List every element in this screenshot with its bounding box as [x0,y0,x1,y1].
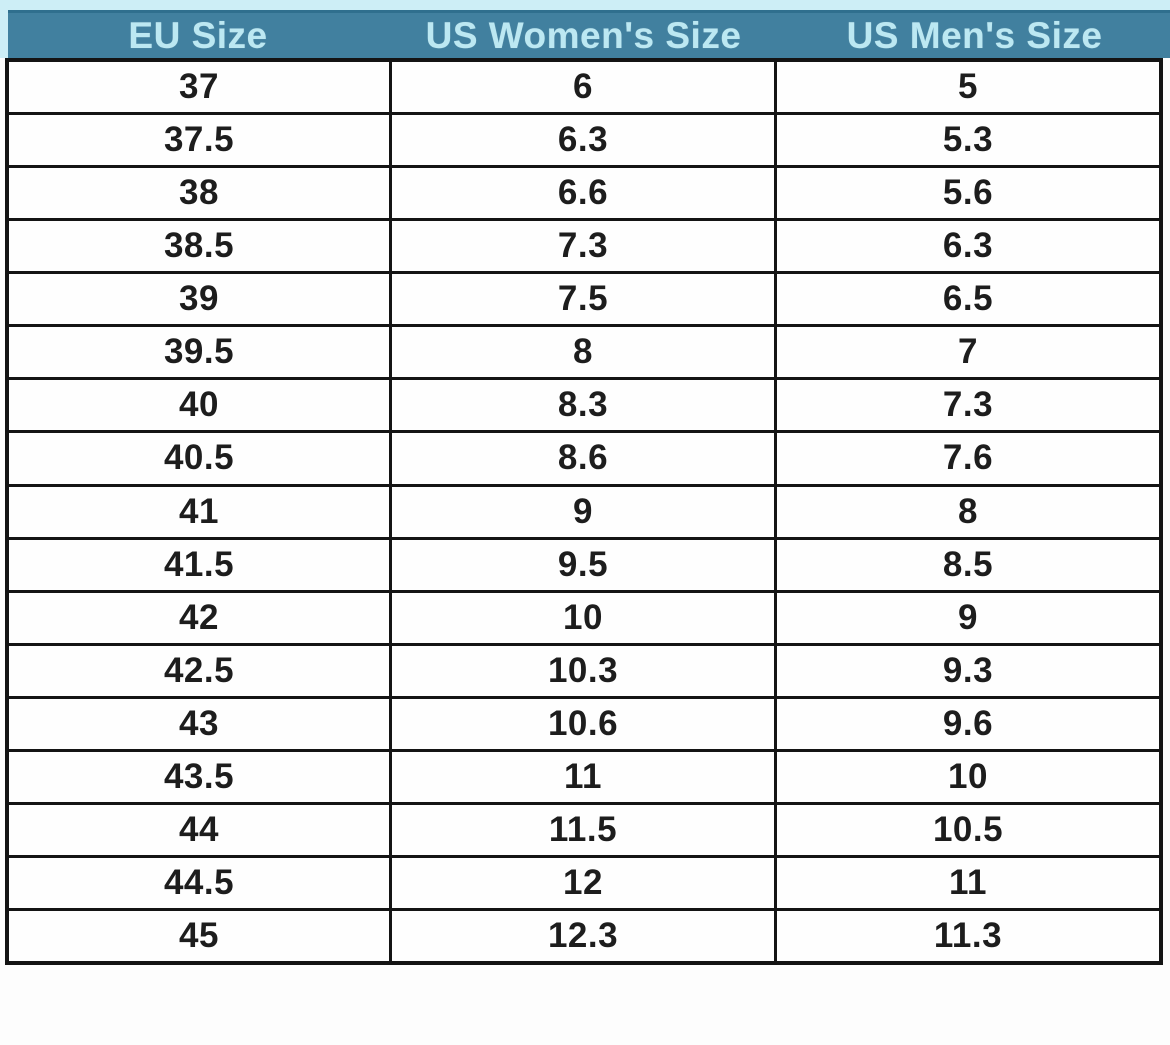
table-cell: 8 [389,327,777,378]
table-cell: 8.3 [389,380,777,431]
top-accent-strip [0,0,1170,10]
table-cell: 6.5 [942,279,994,319]
table-cell: 6.6 [389,168,777,219]
table-row: 42.5 10.3 9.3 [9,642,1159,696]
table-cell: 6 [389,62,777,113]
table-cell: 11.3 [933,916,1003,956]
table-cell: 43.5 [163,756,235,796]
table-row: 37.5 6.3 5.3 [9,112,1159,166]
table-cell: 7 [958,332,978,372]
table-cell: 11 [389,751,777,802]
table-cell: 41 [179,491,219,531]
table-row: 42 10 9 [9,589,1159,643]
table-cell: 40.5 [163,438,235,478]
table-row: 37 6 5 [9,62,1159,113]
table-cell: 10 [389,592,777,643]
table-cell: 37 [179,67,219,107]
table-cell: 5.6 [942,173,994,213]
table-cell: 7.3 [389,221,777,272]
table-cell: 8.6 [389,433,777,484]
table-cell: 5 [958,67,978,107]
table-row: 38 6.6 5.6 [9,165,1159,219]
table-row: 44 11.5 10.5 [9,801,1159,855]
table-cell: 10.5 [932,809,1004,849]
table-cell: 41.5 [163,544,235,584]
table-cell: 42.5 [163,650,235,690]
table-row: 40.5 8.6 7.6 [9,430,1159,484]
table-cell: 10.6 [389,698,777,749]
table-cell: 39 [179,279,219,319]
table-cell: 8 [958,491,978,531]
table-cell: 40 [179,385,219,425]
table-cell: 12 [389,857,777,908]
table-row: 43 10.6 9.6 [9,695,1159,749]
table-row: 45 12.3 11.3 [9,908,1159,962]
table-cell: 45 [179,916,219,956]
table-cell: 11 [949,862,987,902]
table-cell: 43 [179,703,219,743]
table-cell: 10.3 [389,645,777,696]
table-cell: 38 [179,173,219,213]
table-row: 39 7.5 6.5 [9,271,1159,325]
header-us-mens-size: US Men's Size [846,15,1103,56]
table-row: 43.5 11 10 [9,748,1159,802]
table-cell: 42 [179,597,219,637]
table-cell: 10 [948,756,988,796]
table-cell: 9.3 [942,650,994,690]
left-accent-strip [0,0,8,58]
table-cell: 8.5 [942,544,994,584]
table-cell: 5.3 [942,120,994,160]
table-cell: 6.3 [942,226,994,266]
table-cell: 44 [179,809,219,849]
table-row: 38.5 7.3 6.3 [9,218,1159,272]
table-row: 44.5 12 11 [9,854,1159,908]
table-row: 41.5 9.5 8.5 [9,536,1159,590]
table-cell: 9.5 [389,539,777,590]
table-cell: 44.5 [163,862,235,902]
table-row: 41 9 8 [9,483,1159,537]
table-cell: 9.6 [942,703,994,743]
table-header-row: EU Size US Women's Size US Men's Size [8,10,1170,58]
header-us-womens-size: US Women's Size [425,15,742,56]
table-cell: 9 [958,597,978,637]
table-cell: 7.3 [942,385,994,425]
size-table-body: 37 6 5 37.5 6.3 5.3 38 6.6 5.6 38.5 7.3 6.3 39 7.5 6.5… [5,58,1163,965]
table-cell: 39.5 [163,332,235,372]
table-row: 40 8.3 7.3 [9,377,1159,431]
header-eu-size: EU Size [128,15,268,56]
table-row: 39.5 8 7 [9,324,1159,378]
table-cell: 7.6 [942,438,994,478]
table-cell: 38.5 [163,226,235,266]
table-cell: 6.3 [389,115,777,166]
table-cell: 37.5 [163,120,235,160]
table-cell: 11.5 [389,804,777,855]
table-cell: 7.5 [389,274,777,325]
table-cell: 9 [389,486,777,537]
table-cell: 12.3 [389,911,777,962]
